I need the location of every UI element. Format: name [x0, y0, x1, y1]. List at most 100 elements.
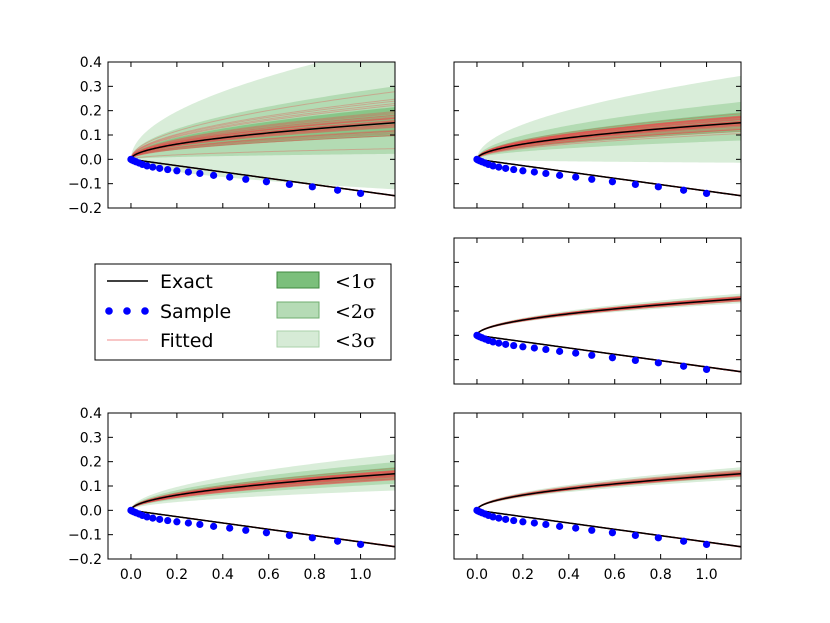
- sample-point: [631, 356, 639, 364]
- sample-point: [164, 165, 172, 174]
- sample-point: [572, 173, 580, 181]
- sample-point: [334, 186, 342, 194]
- fitted-line: [130, 125, 395, 160]
- sample-point: [196, 169, 204, 178]
- fitted-line: [130, 126, 395, 160]
- fitted-line: [130, 117, 395, 160]
- sample-point: [680, 537, 688, 545]
- sample-point: [502, 515, 510, 523]
- fitted-line: [476, 116, 741, 160]
- fitted-line: [130, 469, 395, 511]
- sample-point: [226, 173, 234, 181]
- sample-point: [631, 180, 639, 188]
- sample-point: [210, 171, 218, 179]
- sample-point: [530, 519, 538, 527]
- fitted-line: [476, 113, 741, 160]
- panel-top-right-band-1sigma: [476, 112, 741, 160]
- ytick-label: 0.2: [80, 104, 102, 120]
- sample-point: [510, 165, 518, 174]
- fitted-line: [130, 130, 395, 160]
- panels-layer: 0.4 0.3 0.2 0.1 0.0 −0.1 −0.2 0.4 0.3 0.2 0.1 0.0 −0…: [68, 55, 742, 583]
- sample-point: [149, 514, 157, 522]
- sample-point: [572, 524, 580, 532]
- panel-bottom-left-band-2sigma: [130, 462, 395, 511]
- ytick-label: 0.4: [80, 406, 102, 422]
- ytick-label: 0.1: [80, 479, 102, 495]
- sample-point: [143, 162, 151, 170]
- xtick-label: 0.4: [558, 567, 580, 583]
- fitted-line: [130, 134, 395, 160]
- fitted-line: [130, 118, 395, 160]
- sample-point: [680, 362, 688, 370]
- fitted-line: [476, 125, 741, 160]
- fitted-line: [476, 469, 741, 511]
- sample-point: [542, 520, 550, 529]
- sample-point: [519, 518, 527, 526]
- ytick-label: −0.1: [68, 528, 102, 544]
- sample-point: [519, 343, 527, 351]
- panel-bottom-right-exact-upper: [476, 473, 741, 511]
- sample-point: [542, 345, 550, 354]
- fitted-line: [130, 117, 395, 160]
- sample-point: [588, 351, 596, 359]
- sample-point: [308, 183, 316, 191]
- fitted-line: [130, 135, 395, 160]
- xtick-label: 1.0: [349, 567, 371, 583]
- ytick-label: 0.3: [80, 430, 102, 446]
- sample-point: [495, 339, 503, 347]
- sample-point: [173, 167, 181, 175]
- sample-point: [210, 522, 218, 530]
- fitted-line: [476, 118, 741, 160]
- panel-bottom-left-plot-area: [127, 454, 395, 549]
- fitted-line: [130, 91, 395, 160]
- panel-bottom-right: 0.0 0.2 0.4 0.6 0.8 1.0: [453, 412, 742, 583]
- legend: Exact Sample Fitted <1σ <2σ <3σ: [94, 263, 392, 361]
- ytick-label: 0.1: [80, 128, 102, 144]
- fitted-line: [130, 117, 395, 160]
- fitted-line: [476, 117, 741, 160]
- fitted-line: [130, 116, 395, 160]
- sample-point: [262, 178, 271, 186]
- fitted-line: [130, 113, 395, 160]
- xtick-label: 0.8: [304, 567, 326, 583]
- sample-point: [156, 164, 164, 172]
- legend-sample-swatch: [105, 307, 149, 315]
- sample-point: [510, 516, 518, 525]
- fitted-line: [130, 479, 395, 511]
- panel-top-left-band-3sigma: [130, 62, 395, 190]
- fitted-line: [130, 467, 395, 511]
- sample-point: [334, 537, 342, 545]
- fitted-line: [476, 128, 741, 160]
- sample-point: [285, 180, 293, 188]
- fitted-line: [130, 133, 395, 160]
- panel-bottom-left-band-3sigma: [130, 454, 395, 511]
- fitted-line: [130, 102, 395, 160]
- ytick-label: 0.4: [80, 55, 102, 71]
- sample-point: [530, 344, 538, 352]
- xtick-label: 0.4: [212, 567, 234, 583]
- fitted-line: [476, 128, 741, 160]
- sample-point: [702, 189, 711, 197]
- fitted-line: [130, 112, 395, 160]
- sample-point: [702, 365, 711, 373]
- panel-top-right-exact-upper: [476, 122, 741, 160]
- fitted-line: [130, 479, 395, 511]
- panel-bottom-left-exact-upper: [130, 473, 395, 511]
- panel-top-right-sample-points: [473, 155, 711, 197]
- panel-top-right-plot-area: [473, 75, 741, 197]
- fitted-line: [476, 115, 741, 160]
- ytick-label: −0.2: [68, 201, 102, 217]
- ytick-label: −0.1: [68, 177, 102, 193]
- fitted-line: [130, 129, 395, 160]
- legend-sigma3-swatch: [276, 330, 320, 348]
- panel-middle-right-sample-points: [473, 331, 711, 373]
- panel-middle-right-plot-area: [473, 293, 741, 373]
- fitted-line: [130, 104, 395, 160]
- xtick-label: 0.2: [512, 567, 534, 583]
- panel-bottom-right-fitted-lines: [476, 469, 741, 548]
- sample-point: [608, 178, 617, 186]
- sample-point: [588, 526, 596, 534]
- sample-point: [242, 526, 250, 534]
- sample-point: [489, 513, 497, 521]
